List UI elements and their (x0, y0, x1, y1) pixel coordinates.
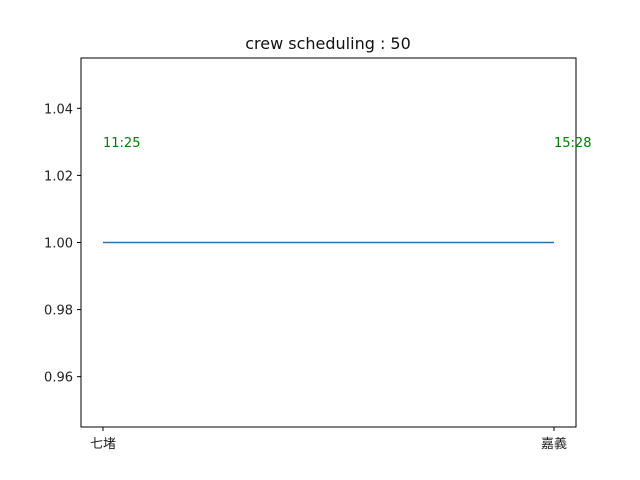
y-tick-label: 0.98 (44, 304, 73, 319)
y-axis: 0.96 0.98 1.00 1.02 1.04 (44, 102, 81, 386)
x-axis: 七堵 嘉義 (90, 427, 567, 452)
x-tick-label: 七堵 (90, 437, 116, 452)
time-annotation: 15:28 (554, 136, 591, 151)
y-tick-label: 0.96 (44, 371, 73, 386)
y-tick-label: 1.00 (44, 237, 73, 252)
y-tick-label: 1.04 (44, 102, 73, 117)
annotation-layer: 11:25 15:28 (103, 136, 591, 151)
x-tick-label: 嘉義 (541, 436, 567, 452)
y-tick-label: 1.02 (44, 169, 73, 184)
time-annotation: 11:25 (103, 136, 140, 151)
chart-title: crew scheduling : 50 (245, 34, 411, 53)
